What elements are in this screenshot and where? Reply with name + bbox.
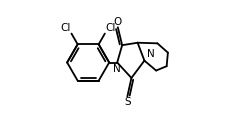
Text: Cl: Cl xyxy=(60,23,71,33)
Text: Cl: Cl xyxy=(106,23,116,33)
Text: N: N xyxy=(147,49,155,59)
Text: S: S xyxy=(124,97,131,107)
Text: O: O xyxy=(114,17,122,27)
Text: N: N xyxy=(113,64,121,74)
